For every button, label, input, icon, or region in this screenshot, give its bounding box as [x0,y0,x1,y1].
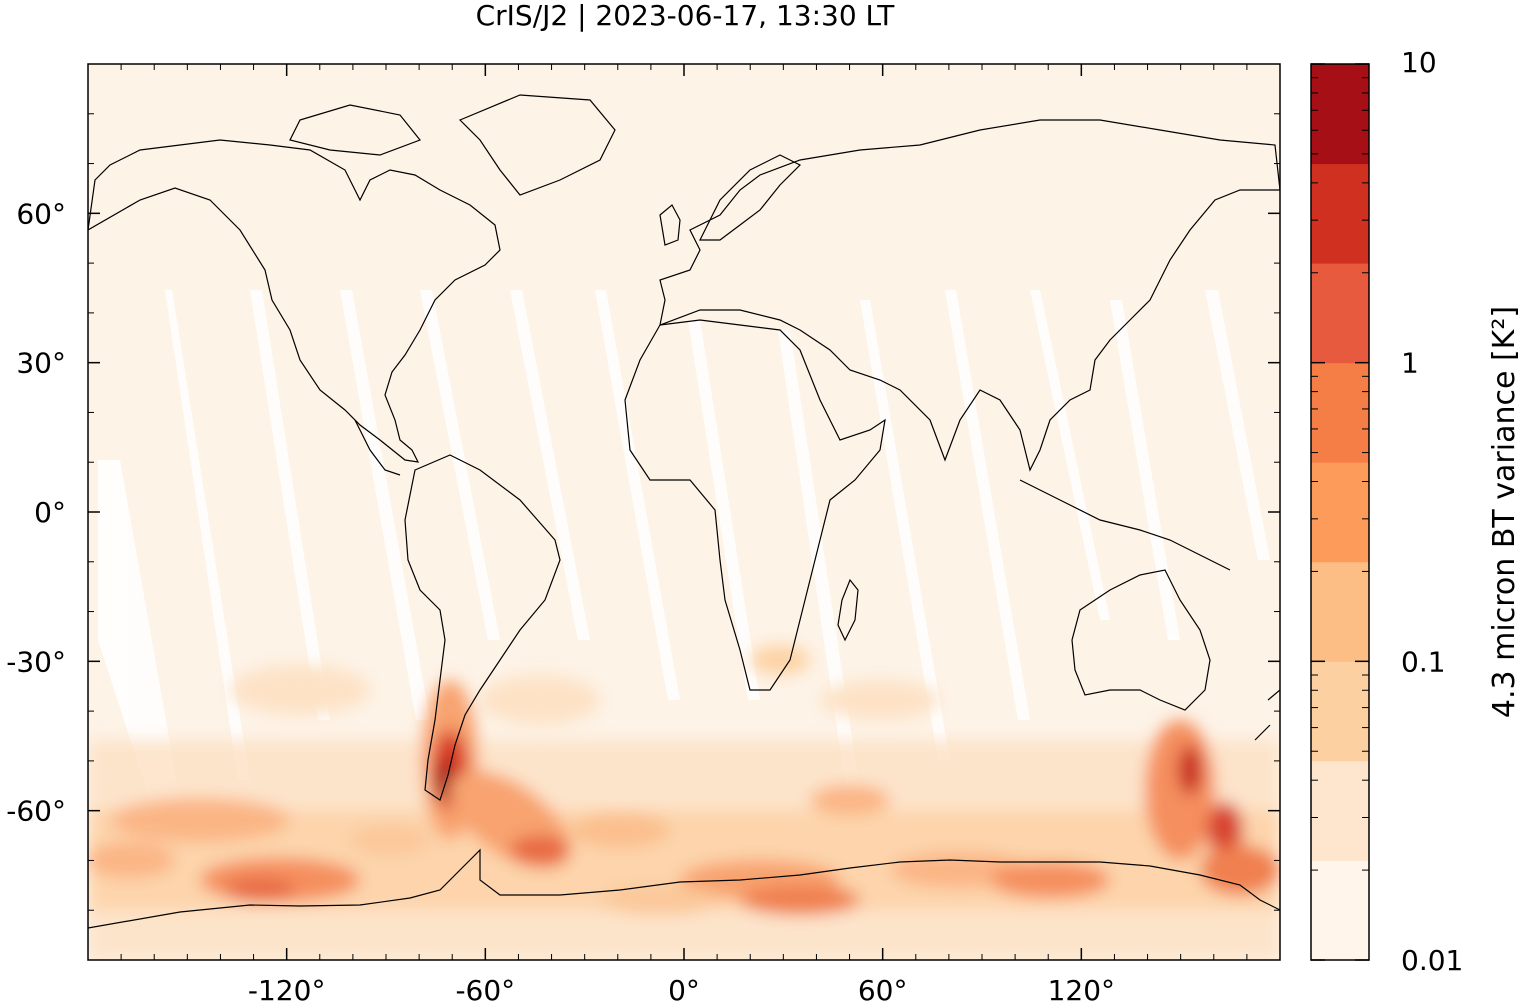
colorbar-segment [1311,462,1369,563]
coast-africa [624,319,886,691]
lon-tick-label: -120° [248,974,326,1002]
lat-tick-label: 60° [16,197,66,230]
coast-north-america [88,139,501,463]
coast-new-zealand [1254,689,1280,741]
colorbar-tick-label: 10 [1401,46,1437,79]
coast-antarctica [88,848,1280,929]
colorbar-tick-label: 1 [1401,347,1419,380]
coast-baja-mexico [354,419,401,476]
colorbar-tick-label: 0.01 [1401,944,1463,977]
colorbar-segment [1311,362,1369,463]
variance-field [88,645,1280,960]
colorbar [1310,63,1370,961]
colorbar-frame [1310,63,1370,961]
coast-greenland [458,94,616,196]
coast-australia [1071,569,1211,711]
colorbar-label: 4.3 micron BT variance [K²] [1487,306,1519,718]
colorbar-axis: 10 1 0.1 0.01 [1311,46,1463,977]
coast-south-america [404,454,561,801]
coast-uk [659,204,681,246]
lat-axis: 60° 30° 0° -30° -60° [6,113,1280,911]
colorbar-tick-label: 0.1 [1401,645,1446,678]
coastlines [88,94,1280,929]
colorbar-segment [1311,860,1369,961]
coast-southeast-asia [1019,479,1231,571]
lon-tick-label: 60° [858,974,908,1002]
data-field [88,290,1280,960]
colorbar-segment [1311,64,1369,165]
colorbar-segment [1311,561,1369,662]
lon-tick-label: -60° [455,974,515,1002]
coast-europe-asia [659,119,1280,472]
coast-arctic-islands [289,104,421,156]
lon-tick-label: 120° [1048,974,1115,1002]
lat-tick-label: -60° [6,795,66,828]
coast-madagascar [837,578,859,642]
lon-tick-label: 0° [668,974,700,1002]
lon-axis: -120° -60° 0° 60° 120° [120,64,1248,1002]
colorbar-segment [1311,163,1369,264]
orbit-gaps [98,290,1270,800]
map-title: CrIS/J2 | 2023-06-17, 13:30 LT [475,0,895,32]
colorbar-segment [1311,661,1369,762]
colorbar-segment [1311,263,1369,364]
lat-tick-label: 30° [16,347,66,380]
coast-scandinavia [699,154,802,241]
lat-tick-label: -30° [6,645,66,678]
lat-tick-label: 0° [34,496,66,529]
colorbar-segment [1311,760,1369,861]
